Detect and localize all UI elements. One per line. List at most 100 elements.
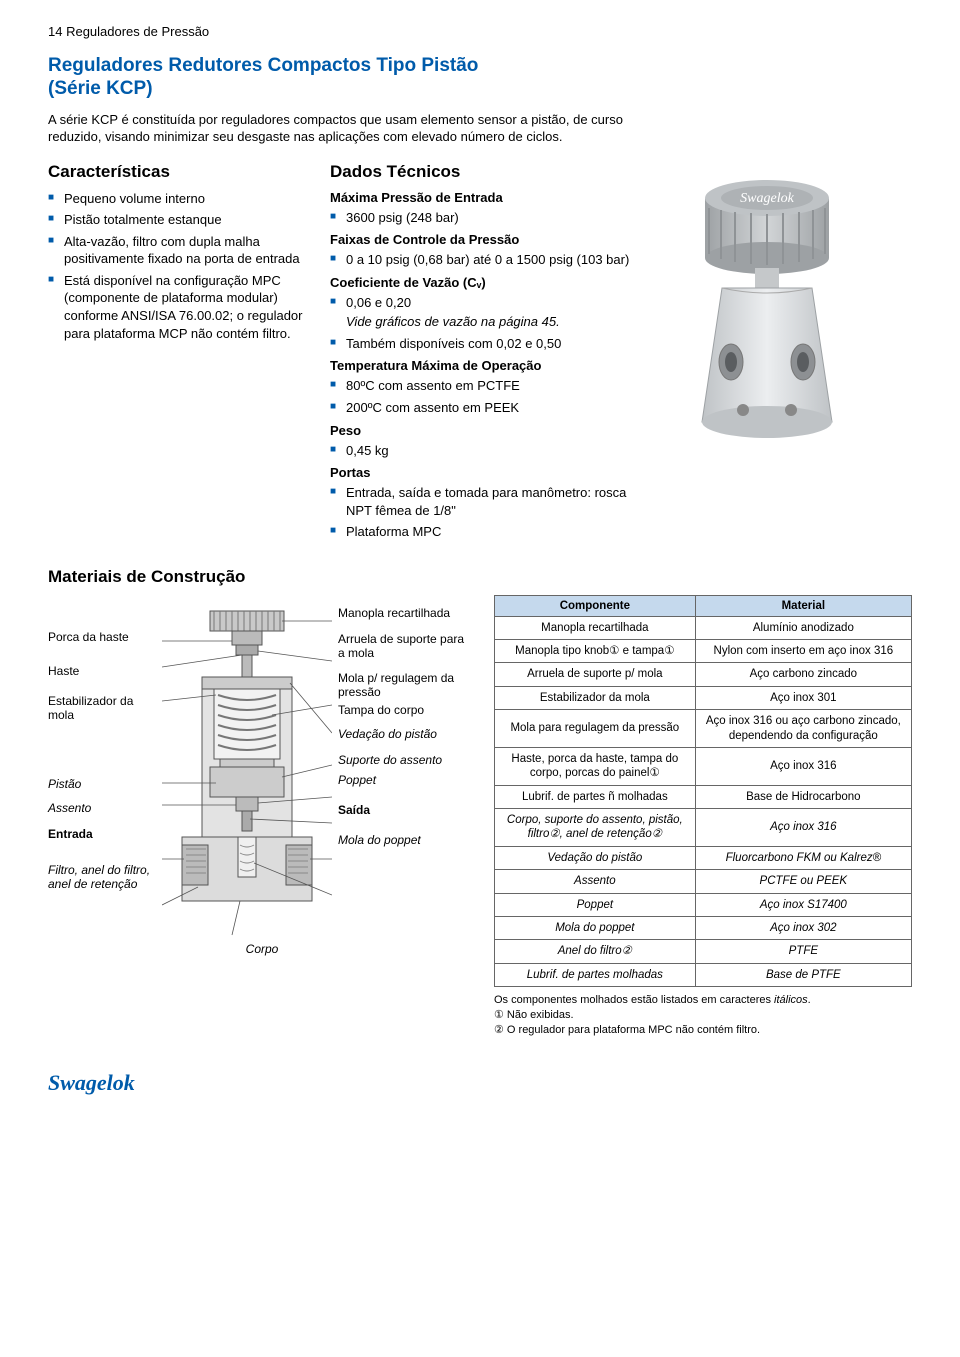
table-cell-component: Lubrif. de partes ñ molhadas — [495, 785, 696, 808]
table-cell-material: Aço inox 302 — [695, 916, 911, 939]
diagram-label-inlet: Entrada — [48, 828, 156, 842]
table-cell-component: Anel do filtro② — [495, 940, 696, 963]
list-item: 3600 psig (248 bar) — [330, 209, 630, 227]
list-item: 200ºC com assento em PEEK — [330, 399, 630, 417]
diagram-label: Arruela de suporte para a mola — [338, 633, 466, 661]
top-columns: Características Pequeno volume interno P… — [48, 162, 912, 545]
table-row: AssentoPCTFE ou PEEK — [495, 870, 912, 893]
materials-table-column: Componente Material Manopla recartilhada… — [494, 595, 912, 1038]
list-item: Pistão totalmente estanque — [48, 211, 308, 229]
table-row: Estabilizador da molaAço inox 301 — [495, 686, 912, 709]
logo-on-knob: Swagelok — [740, 191, 794, 206]
cross-section-diagram: Corpo — [162, 605, 332, 956]
table-cell-component: Haste, porca da haste, tampa do corpo, p… — [495, 747, 696, 785]
list-item: Entrada, saída e tomada para manômetro: … — [330, 484, 630, 519]
flowcoef-note: Vide gráficos de vazão na página 45. — [346, 313, 630, 331]
diagram-column: Porca da haste Haste Estabilizador da mo… — [48, 595, 478, 956]
diagram-label: Vedação do pistão — [338, 728, 466, 742]
footnote-1: ① Não exibidas. — [494, 1008, 912, 1023]
table-row: Anel do filtro②PTFE — [495, 940, 912, 963]
table-header-material: Material — [695, 595, 911, 616]
diagram-label: Porca da haste — [48, 631, 156, 645]
techdata-heading: Dados Técnicos — [330, 162, 630, 182]
table-cell-component: Vedação do pistão — [495, 846, 696, 869]
characteristics-heading: Características — [48, 162, 308, 182]
product-image-column: Swagelok — [652, 162, 912, 545]
list-item: 0,45 kg — [330, 442, 630, 460]
table-cell-material: Fluorcarbono FKM ou Kalrez® — [695, 846, 911, 869]
page-header: 14 Reguladores de Pressão — [48, 24, 912, 39]
product-image: Swagelok — [667, 162, 897, 485]
table-row: Mola para regulagem da pressãoAço inox 3… — [495, 710, 912, 748]
table-cell-material: PTFE — [695, 940, 911, 963]
control-range-label: Faixas de Controle da Pressão — [330, 232, 630, 247]
list-item: 80ºC com assento em PCTFE — [330, 377, 630, 395]
list-item: 0,06 e 0,20 Vide gráficos de vazão na pá… — [330, 294, 630, 331]
table-cell-material: Aço inox 301 — [695, 686, 911, 709]
intro-paragraph: A série KCP é constituída por reguladore… — [48, 111, 628, 146]
table-cell-material: Aço inox 316 — [695, 809, 911, 847]
table-header-component: Componente — [495, 595, 696, 616]
table-cell-component: Lubrif. de partes molhadas — [495, 963, 696, 986]
table-row: Arruela de suporte p/ molaAço carbono zi… — [495, 663, 912, 686]
table-cell-component: Estabilizador da mola — [495, 686, 696, 709]
product-title: Reguladores Redutores Compactos Tipo Pis… — [48, 55, 912, 101]
table-cell-component: Poppet — [495, 893, 696, 916]
table-cell-material: PCTFE ou PEEK — [695, 870, 911, 893]
table-cell-material: Aço inox 316 ou aço carbono zincado, dep… — [695, 710, 911, 748]
title-line-1: Reguladores Redutores Compactos Tipo Pis… — [48, 55, 478, 76]
weight-label: Peso — [330, 423, 630, 438]
diagram-label: Assento — [48, 802, 156, 816]
max-inlet-label: Máxima Pressão de Entrada — [330, 190, 630, 205]
table-cell-material: Aço inox 316 — [695, 747, 911, 785]
diagram-label: Estabilizador da mola — [48, 695, 156, 723]
diagram-label: Mola p/ regulagem da pressão — [338, 672, 466, 700]
diagram-label: Haste — [48, 665, 156, 679]
table-cell-component: Mola do poppet — [495, 916, 696, 939]
table-row: PoppetAço inox S17400 — [495, 893, 912, 916]
diagram-label: Filtro, anel do filtro, anel de retenção — [48, 864, 156, 892]
table-cell-material: Nylon com inserto em aço inox 316 — [695, 640, 911, 663]
table-row: Haste, porca da haste, tampa do corpo, p… — [495, 747, 912, 785]
diagram-label: Tampa do corpo — [338, 704, 466, 718]
footnote-intro: Os componentes molhados estão listados e… — [494, 993, 912, 1008]
table-cell-component: Arruela de suporte p/ mola — [495, 663, 696, 686]
table-cell-material: Aço carbono zincado — [695, 663, 911, 686]
ports-label: Portas — [330, 465, 630, 480]
table-cell-component: Manopla recartilhada — [495, 616, 696, 639]
diagram-labels-right: Manopla recartilhada Arruela de suporte … — [338, 605, 466, 860]
table-cell-material: Aço inox S17400 — [695, 893, 911, 916]
characteristics-list: Pequeno volume interno Pistão totalmente… — [48, 190, 308, 342]
table-cell-material: Base de PTFE — [695, 963, 911, 986]
table-row: Manopla tipo knob① e tampa①Nylon com ins… — [495, 640, 912, 663]
list-item: 0 a 10 psig (0,68 bar) até 0 a 1500 psig… — [330, 251, 630, 269]
table-row: Vedação do pistãoFluorcarbono FKM ou Kal… — [495, 846, 912, 869]
diagram-label: Mola do poppet — [338, 834, 466, 848]
flowcoef-label: Coeficiente de Vazão (Cᵥ) — [330, 275, 630, 290]
table-cell-component: Manopla tipo knob① e tampa① — [495, 640, 696, 663]
logo-text: Swagelok — [48, 1070, 135, 1095]
list-item: Também disponíveis com 0,02 e 0,50 — [330, 335, 630, 353]
table-row: Lubrif. de partes ñ molhadasBase de Hidr… — [495, 785, 912, 808]
table-row: Lubrif. de partes molhadasBase de PTFE — [495, 963, 912, 986]
diagram-label: Pistão — [48, 778, 156, 792]
techdata-column: Dados Técnicos Máxima Pressão de Entrada… — [330, 162, 630, 545]
list-item: Alta-vazão, filtro com dupla malha posit… — [48, 233, 308, 268]
diagram-label: Poppet — [338, 774, 466, 788]
materials-heading: Materiais de Construção — [48, 567, 912, 587]
diagram-label-outlet: Saída — [338, 804, 466, 818]
characteristics-column: Características Pequeno volume interno P… — [48, 162, 308, 545]
table-cell-component: Mola para regulagem da pressão — [495, 710, 696, 748]
table-row: Corpo, suporte do assento, pistão, filtr… — [495, 809, 912, 847]
footnote-2: ② O regulador para plataforma MPC não co… — [494, 1023, 912, 1038]
diagram-labels-left: Porca da haste Haste Estabilizador da mo… — [48, 605, 156, 896]
materials-table: Componente Material Manopla recartilhada… — [494, 595, 912, 987]
list-item: Pequeno volume interno — [48, 190, 308, 208]
maxtemp-label: Temperatura Máxima de Operação — [330, 358, 630, 373]
lower-section: Porca da haste Haste Estabilizador da mo… — [48, 595, 912, 1038]
flowcoef-value: 0,06 e 0,20 — [346, 295, 411, 310]
table-cell-material: Alumínio anodizado — [695, 616, 911, 639]
diagram-label: Suporte do assento — [338, 754, 466, 768]
list-item: Está disponível na configuração MPC (com… — [48, 272, 308, 342]
brand-logo: Swagelok — [48, 1068, 912, 1101]
